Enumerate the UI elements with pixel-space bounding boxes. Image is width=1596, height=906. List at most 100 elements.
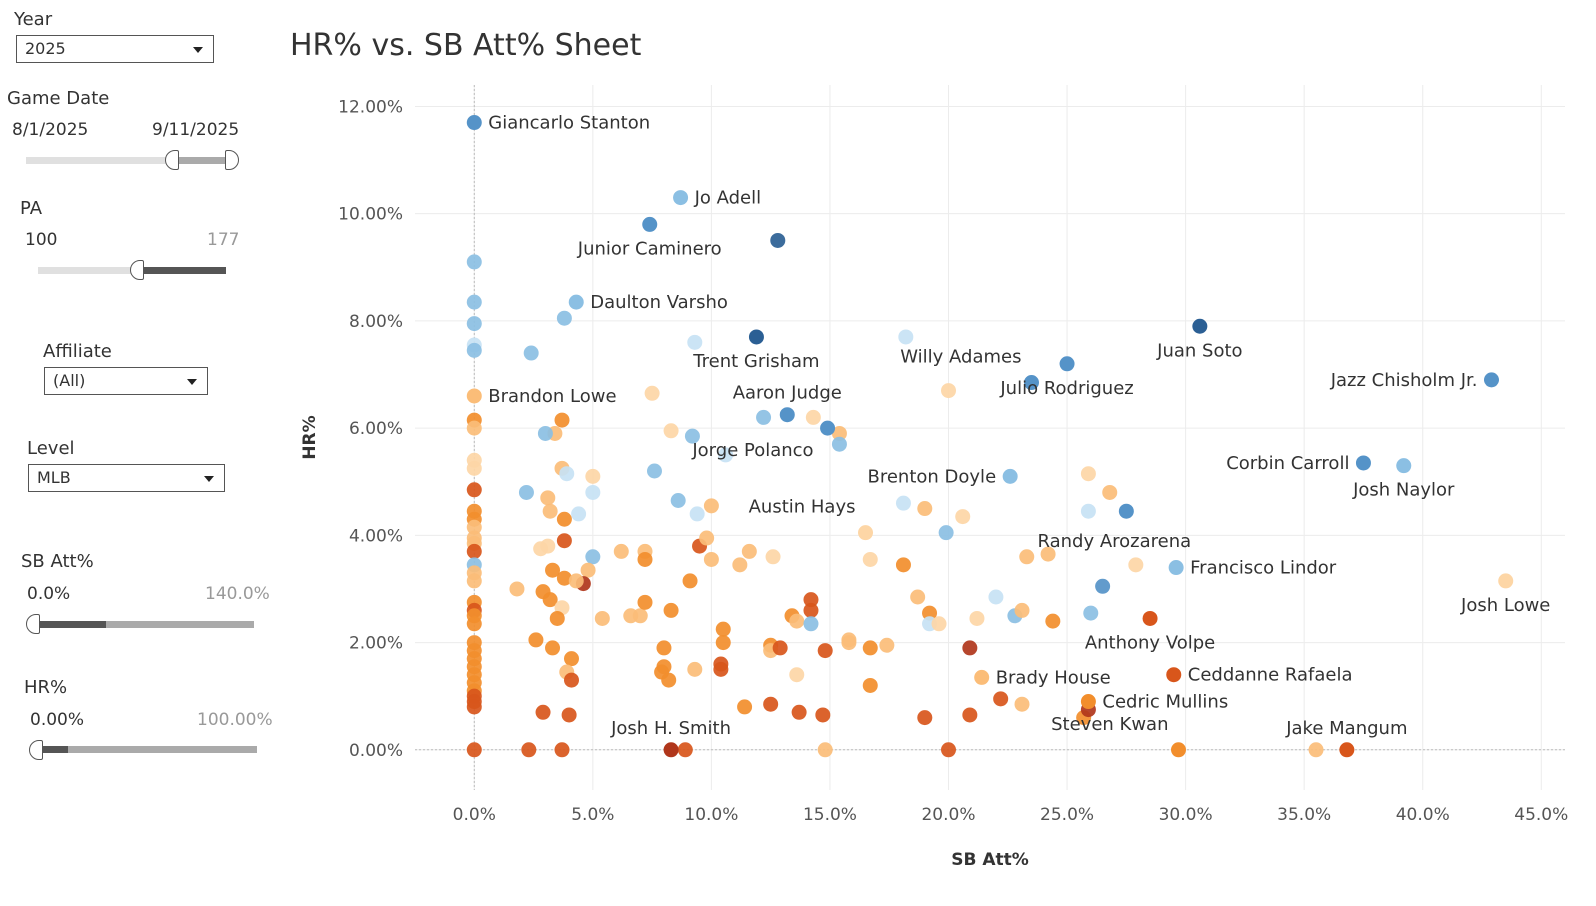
data-point[interactable] bbox=[585, 468, 601, 484]
data-point[interactable] bbox=[549, 610, 565, 626]
data-point[interactable] bbox=[969, 610, 985, 626]
data-point[interactable] bbox=[715, 635, 731, 651]
data-point-labeled[interactable] bbox=[820, 420, 836, 436]
data-point[interactable] bbox=[789, 667, 805, 683]
data-point[interactable] bbox=[831, 425, 847, 441]
data-point[interactable] bbox=[580, 562, 596, 578]
data-point[interactable] bbox=[1128, 557, 1144, 573]
sb-att-slider-track[interactable] bbox=[30, 621, 254, 628]
data-point-labeled[interactable] bbox=[1023, 375, 1039, 391]
data-point[interactable] bbox=[770, 232, 786, 248]
data-point[interactable] bbox=[466, 616, 482, 632]
game-date-slider-track[interactable] bbox=[26, 157, 238, 164]
data-point-labeled[interactable] bbox=[1498, 573, 1514, 589]
data-point-labeled[interactable] bbox=[673, 190, 689, 206]
data-point[interactable] bbox=[1083, 605, 1099, 621]
data-point[interactable] bbox=[687, 661, 703, 677]
data-point[interactable] bbox=[1045, 613, 1061, 629]
data-point[interactable] bbox=[528, 632, 544, 648]
game-date-min-handle[interactable] bbox=[165, 150, 179, 170]
data-point[interactable] bbox=[763, 696, 779, 712]
data-point[interactable] bbox=[466, 316, 482, 332]
data-point-labeled[interactable] bbox=[1059, 356, 1075, 372]
data-point[interactable] bbox=[941, 383, 957, 399]
data-point[interactable] bbox=[663, 423, 679, 439]
data-point[interactable] bbox=[941, 742, 957, 758]
data-point[interactable] bbox=[741, 543, 757, 559]
data-point-labeled[interactable] bbox=[1118, 503, 1134, 519]
data-point[interactable] bbox=[556, 310, 572, 326]
data-point-labeled[interactable] bbox=[779, 407, 795, 423]
data-point[interactable] bbox=[756, 409, 772, 425]
data-point-labeled[interactable] bbox=[1355, 455, 1371, 471]
data-point[interactable] bbox=[993, 691, 1009, 707]
data-point[interactable] bbox=[805, 409, 821, 425]
data-point-labeled[interactable] bbox=[642, 216, 658, 232]
sb-att-min-handle[interactable] bbox=[26, 614, 40, 634]
data-point[interactable] bbox=[713, 661, 729, 677]
data-point[interactable] bbox=[554, 742, 570, 758]
data-point[interactable] bbox=[545, 562, 561, 578]
data-point[interactable] bbox=[545, 640, 561, 656]
data-point[interactable] bbox=[703, 498, 719, 514]
data-point[interactable] bbox=[585, 549, 601, 565]
data-point-labeled[interactable] bbox=[858, 525, 874, 541]
data-point-labeled[interactable] bbox=[1142, 610, 1158, 626]
data-point-labeled[interactable] bbox=[663, 742, 679, 758]
hr-pct-min-handle[interactable] bbox=[29, 740, 43, 760]
data-point[interactable] bbox=[646, 463, 662, 479]
data-point-labeled[interactable] bbox=[1002, 468, 1018, 484]
data-point[interactable] bbox=[895, 495, 911, 511]
data-point[interactable] bbox=[568, 573, 584, 589]
data-point[interactable] bbox=[563, 651, 579, 667]
data-point[interactable] bbox=[613, 543, 629, 559]
pa-min-handle[interactable] bbox=[130, 260, 144, 280]
data-point[interactable] bbox=[585, 484, 601, 500]
data-point[interactable] bbox=[1102, 484, 1118, 500]
data-point[interactable] bbox=[938, 525, 954, 541]
data-point[interactable] bbox=[466, 742, 482, 758]
data-point[interactable] bbox=[670, 492, 686, 508]
game-date-max-handle[interactable] bbox=[225, 150, 239, 170]
data-point[interactable] bbox=[542, 592, 558, 608]
data-point[interactable] bbox=[910, 589, 926, 605]
data-point[interactable] bbox=[466, 460, 482, 476]
data-point[interactable] bbox=[677, 742, 693, 758]
data-point[interactable] bbox=[556, 533, 572, 549]
data-point-labeled[interactable] bbox=[466, 115, 482, 131]
data-point[interactable] bbox=[817, 643, 833, 659]
data-point[interactable] bbox=[917, 710, 933, 726]
data-point[interactable] bbox=[637, 594, 653, 610]
data-point[interactable] bbox=[1080, 503, 1096, 519]
data-point[interactable] bbox=[791, 704, 807, 720]
data-point[interactable] bbox=[803, 602, 819, 618]
data-point[interactable] bbox=[684, 428, 700, 444]
data-point[interactable] bbox=[817, 742, 833, 758]
data-point[interactable] bbox=[1019, 549, 1035, 565]
hr-pct-slider-track[interactable] bbox=[33, 746, 257, 753]
data-point[interactable] bbox=[594, 610, 610, 626]
data-point[interactable] bbox=[1308, 742, 1324, 758]
data-point[interactable] bbox=[1095, 578, 1111, 594]
data-point[interactable] bbox=[466, 482, 482, 498]
data-point[interactable] bbox=[862, 640, 878, 656]
data-point-labeled[interactable] bbox=[1166, 667, 1182, 683]
data-point[interactable] bbox=[542, 503, 558, 519]
data-point[interactable] bbox=[535, 704, 551, 720]
data-point[interactable] bbox=[663, 602, 679, 618]
data-point[interactable] bbox=[682, 573, 698, 589]
data-point[interactable] bbox=[509, 581, 525, 597]
data-point[interactable] bbox=[962, 707, 978, 723]
data-point[interactable] bbox=[523, 345, 539, 361]
data-point[interactable] bbox=[556, 511, 572, 527]
level-dropdown[interactable]: MLB bbox=[28, 464, 225, 492]
data-point[interactable] bbox=[831, 436, 847, 452]
data-point[interactable] bbox=[898, 329, 914, 345]
data-point-labeled[interactable] bbox=[1171, 742, 1187, 758]
data-point-labeled[interactable] bbox=[974, 669, 990, 685]
data-point[interactable] bbox=[955, 509, 971, 525]
data-point[interactable] bbox=[563, 672, 579, 688]
data-point[interactable] bbox=[518, 484, 534, 500]
data-point[interactable] bbox=[732, 557, 748, 573]
data-point-labeled[interactable] bbox=[568, 294, 584, 310]
